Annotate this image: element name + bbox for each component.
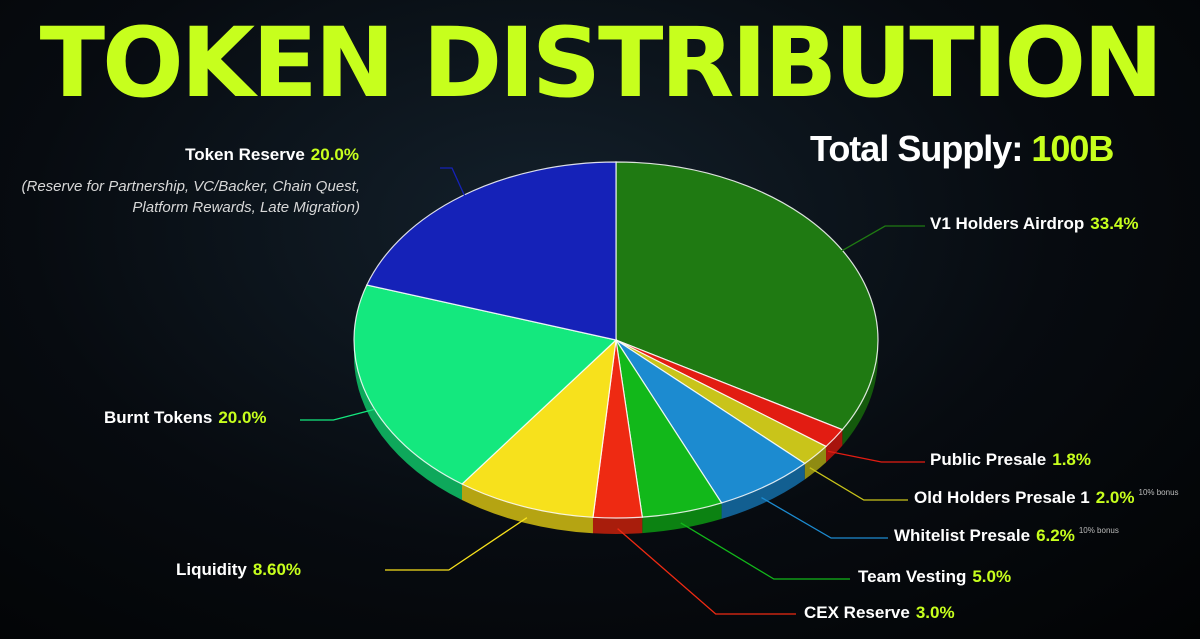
pie-slice-burnt-tokens — [353, 284, 618, 485]
label-burnt-tokens: Burnt Tokens 20.0% — [104, 408, 267, 427]
pie-slice-token-reserve — [365, 161, 617, 341]
total-supply-value: 100B — [1031, 128, 1114, 169]
leader-line-team-vesting — [680, 522, 850, 580]
leader-line-whitelist-presale — [761, 497, 888, 539]
total-supply: Total Supply: 100B — [810, 128, 1114, 170]
label-old-holders-presale-1: Old Holders Presale 1 2.0% 10% bonus — [914, 488, 1179, 507]
bonus-note: 10% bonus — [1138, 488, 1179, 497]
pie-side-public-presale — [826, 429, 843, 463]
pie-slice-v1-holders-airdrop — [615, 161, 879, 431]
token-reserve-description: (Reserve for Partnership, VC/Backer, Cha… — [21, 178, 360, 216]
label-public-presale: Public Presale 1.8% — [930, 450, 1091, 469]
label-v1-holders-airdrop: V1 Holders Airdrop 33.4% — [930, 214, 1139, 233]
pie-side-liquidity — [462, 484, 593, 534]
label-token-reserve: Token Reserve 20.0% — [185, 145, 359, 164]
pie-side-team-vesting — [642, 502, 722, 534]
leader-line-old-holders-presale-1 — [809, 467, 908, 501]
pie-side-burnt-tokens — [354, 340, 463, 501]
pie-slice-liquidity — [460, 338, 617, 518]
leader-line-public-presale — [827, 450, 925, 463]
label-cex-reserve: CEX Reserve 3.0% — [804, 603, 955, 622]
total-supply-label: Total Supply: — [810, 128, 1023, 169]
leader-line-v1-holders-airdrop — [836, 225, 925, 255]
leader-line-cex-reserve — [617, 528, 796, 615]
pie-side-cex-reserve — [592, 517, 643, 534]
leader-line-token-reserve — [440, 167, 468, 201]
leader-line-burnt-tokens — [300, 408, 375, 421]
page-title: TOKEN DISTRIBUTION — [39, 7, 1164, 119]
leader-line-liquidity — [385, 517, 528, 571]
label-team-vesting: Team Vesting 5.0% — [858, 567, 1012, 586]
bonus-note: 10% bonus — [1078, 526, 1119, 535]
label-liquidity: Liquidity 8.60% — [176, 560, 302, 579]
pie-side-old-holders-presale-1 — [804, 446, 827, 480]
label-whitelist-presale: Whitelist Presale 6.2% 10% bonus — [894, 526, 1119, 545]
